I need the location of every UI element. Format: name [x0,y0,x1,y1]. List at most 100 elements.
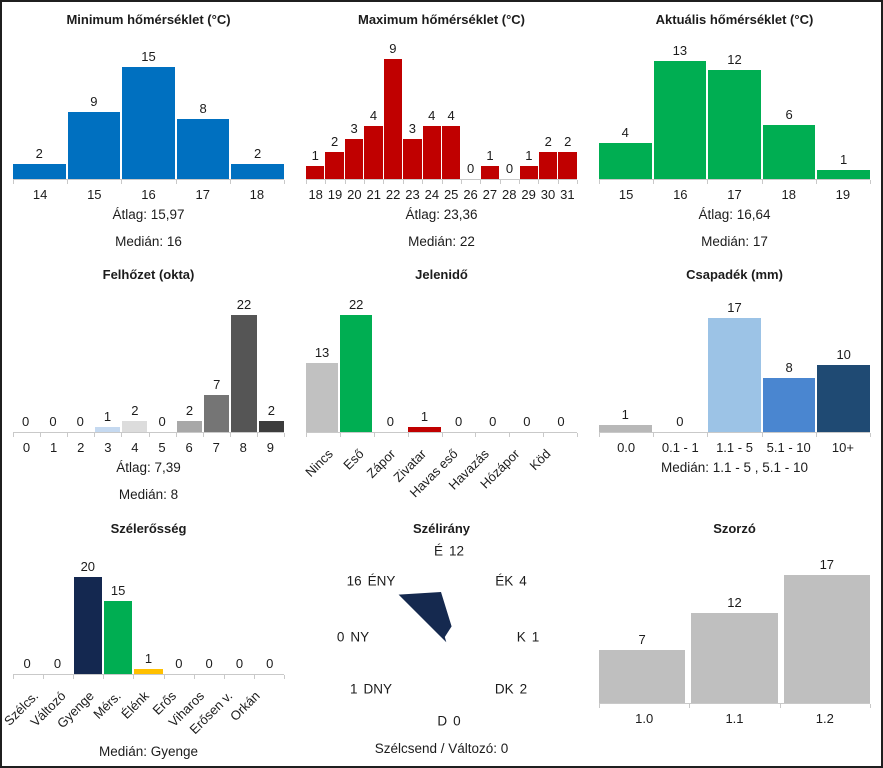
axis-tick [870,704,871,709]
x-axis-label: 0.1 - 1 [661,439,699,455]
bar-column: 4 [599,28,652,179]
wind-direction-label: ÉK 4 [495,574,527,589]
x-axis-label: 6 [185,439,193,455]
axis-tick [344,180,346,184]
direction-value: 2 [519,681,528,697]
bar [122,420,148,432]
bar-column: 3 [403,28,422,179]
bar-value-label: 13 [672,43,688,58]
bar [306,166,325,179]
bar-column: 0 [511,283,543,432]
bar [94,426,121,432]
bar-value-label: 0 [386,413,394,429]
bar-column: 1 [480,28,500,179]
bar-value-label: 17 [727,299,742,315]
bar-column: 1 [817,28,870,179]
x-axis-label: 8 [239,439,247,455]
axis-tick [223,675,225,680]
bar [441,126,461,179]
x-axis-label: 21 [366,187,381,202]
axis-tick [518,180,520,184]
bar-column: 2 [258,283,284,432]
axis-tick [689,704,691,709]
bar [364,126,383,179]
bar-value-label: 2 [564,134,572,149]
direction-value: 0 [336,629,345,645]
axis-ticks [588,704,881,709]
bar-value-label: 0 [158,413,166,429]
bar [204,394,230,432]
axis-tick [707,180,709,184]
x-axis-label: 10+ [831,439,854,455]
axis-tick [870,180,871,184]
bar [762,377,816,432]
axis-ticks [295,180,588,184]
x-axis-label: 27 [482,187,498,202]
bar-column: 0 [68,283,93,432]
axis-tick [284,432,285,437]
axis-tick [40,432,42,437]
panel-szelerosseg: Szélerősség 0 0 20 15 1 0 0 0 0 Szélcs. Változó Gye… [2,511,295,766]
bar-value-label: 8 [785,359,793,375]
bar [176,420,203,432]
bar [558,152,577,179]
bar-column: 2 [13,28,66,179]
stat-line: Medián: 22 [408,234,475,249]
axis-tick [441,432,443,437]
bar-column: 17 [783,537,870,704]
bar-column: 12 [691,537,778,704]
bar-column: 13 [653,28,707,179]
bar-value-label: 2 [544,134,552,149]
x-axis-label: 23 [405,187,420,202]
stat-line: Szélcsend / Változó: 0 [374,741,509,757]
bar-column: 0 [195,537,223,674]
axis-tick [13,180,14,184]
chart-body: É 12 ÉK 4 K 1 DK 2 D 0 1 DNY 0 NY 16 ÉNY Szélcsend / Vál… [295,537,588,757]
axis-tick [577,180,578,184]
bar-column: 0 [443,283,475,432]
bar [134,669,163,675]
bar [691,613,778,704]
x-axis-label: 2 [77,439,85,455]
axis-tick [364,180,366,184]
chart-body: 1 0 17 8 10 0.0 0.1 - 1 1.1 - 5 5.1 - 10 10+ Mediá… [588,283,881,476]
axis-tick [402,180,404,184]
bar-column: 10 [817,283,870,432]
bar-column: 7 [599,537,686,704]
direction-value: 16 [346,573,362,589]
wind-rose-plot [398,592,452,643]
bar-value-label: 3 [408,121,416,136]
bar-column: 1 [599,283,652,432]
bar-plot: 13 22 0 1 0 0 0 0 [306,283,577,433]
bar [762,125,816,179]
chart-title: Szélerősség [110,521,187,537]
bar [13,164,66,179]
bar-value-label: 0 [235,656,244,672]
bar [480,166,500,179]
bar [176,119,230,179]
chart-title: Szorzó [713,521,756,537]
x-axis-label: 16 [673,187,688,202]
axis-ticks [2,180,295,184]
bar-column: 0 [13,283,38,432]
panel-szorzo: Szorzó 7 12 17 1.0 1.1 1.2 [588,511,881,766]
bar [344,139,364,179]
axis-tick [202,432,204,437]
bar-value-label: 0 [266,656,274,672]
axis-tick [325,180,327,184]
axis-tick [193,675,195,680]
chart-title: Minimum hőmérséklet (°C) [66,12,231,27]
direction-value: 4 [519,573,527,589]
axis-tick [163,675,165,680]
chart-body: 2 9 15 8 2 14 15 16 17 18 Átlag: 15,97 Medián: 16 [2,28,295,250]
x-axis-label: 1.0 [635,711,654,727]
axis-ticks [2,432,295,437]
bar-column: 0 [225,537,253,674]
x-axis-labels: Nincs Eső Zápor Zivatar Havas eső Havazás Hózá… [302,445,554,500]
bar-value-label: 0 [557,413,565,429]
chart-title: Jelenidő [415,266,468,282]
x-axis-label: 20 [347,187,362,202]
bar [103,601,133,675]
x-axis-label: 3 [104,439,112,455]
axis-tick [256,432,258,437]
